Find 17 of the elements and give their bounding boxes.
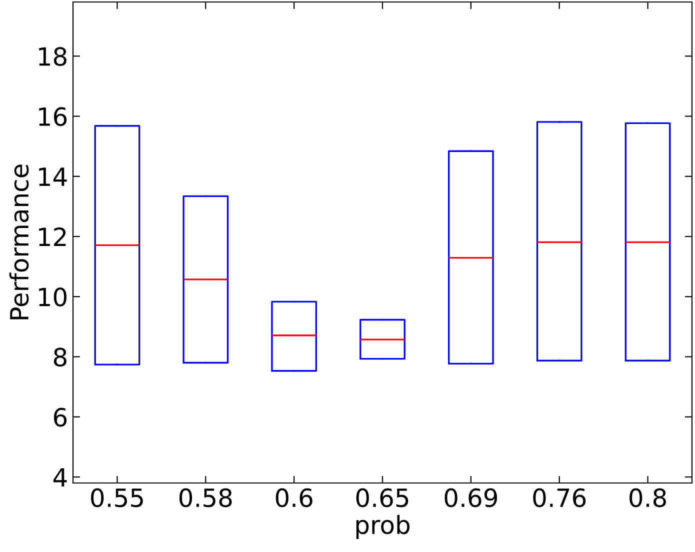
y-tick-label: 8: [54, 348, 66, 367]
y-tick-label: 12: [39, 227, 66, 246]
y-tick-label: 14: [39, 168, 67, 186]
x-tick-label: 0.69: [444, 488, 498, 508]
x-tick-label: 0.55: [91, 488, 143, 508]
y-tick-label: 10: [39, 288, 66, 306]
y-axis-title: Performance: [9, 164, 29, 320]
x-tick-label: 0.8: [630, 488, 666, 508]
y-tick-label: 18: [39, 47, 66, 66]
y-tick-label: 16: [39, 107, 67, 126]
y-tick-label: 6: [54, 408, 67, 427]
x-tick-label: 0.6: [276, 488, 312, 508]
x-tick-label: 0.65: [356, 488, 408, 508]
x-axis-title: prob: [356, 514, 410, 540]
x-tick-label: 0.58: [179, 488, 232, 508]
y-tick-label: 4: [53, 468, 67, 486]
x-tick-label: 0.76: [533, 488, 586, 508]
